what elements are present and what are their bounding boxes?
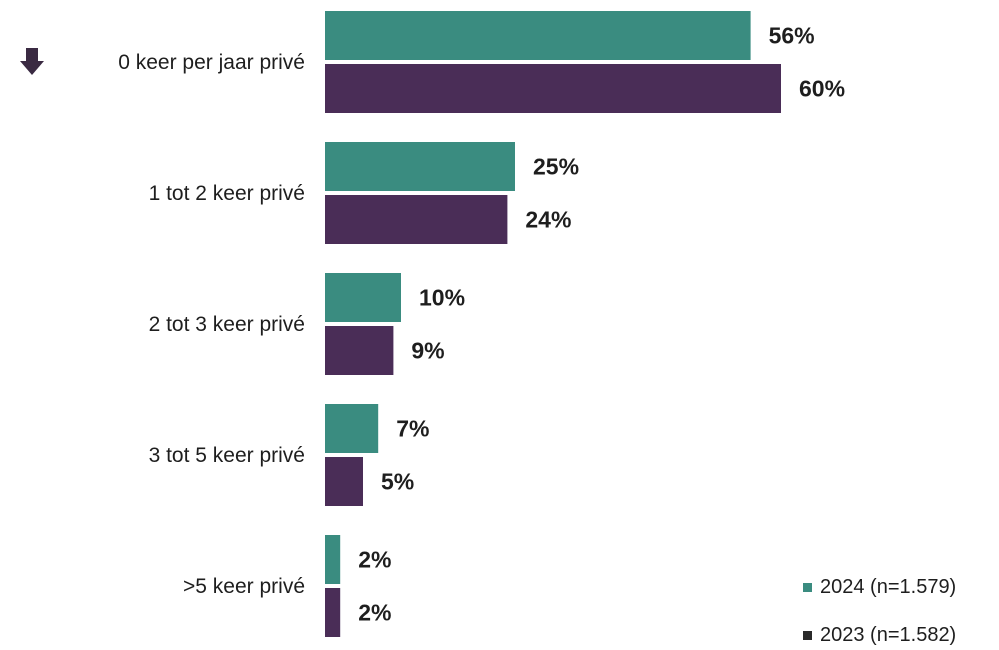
legend-label-2: 2023 (n=1.582) xyxy=(820,624,956,646)
value-label-2024-n-1-579-4: 7% xyxy=(396,416,429,442)
value-label-2023-n-1-582-4: 5% xyxy=(381,469,414,495)
legend-label-1: 2024 (n=1.579) xyxy=(820,576,956,598)
bars-layer xyxy=(325,11,781,637)
value-label-2023-n-1-582-5: 2% xyxy=(358,600,391,626)
category-label-4: 3 tot 5 keer privé xyxy=(149,444,305,467)
category-label-2: 1 tot 2 keer privé xyxy=(149,182,305,205)
bar-2023-n-1-582-1 xyxy=(325,64,781,113)
bar-2023-n-1-582-4 xyxy=(325,457,363,506)
down-arrow-icon xyxy=(20,48,44,75)
value-label-2023-n-1-582-3: 9% xyxy=(411,338,444,364)
bar-2023-n-1-582-2 xyxy=(325,195,508,244)
bar-2024-n-1-579-2 xyxy=(325,142,515,191)
value-label-2024-n-1-579-1: 56% xyxy=(769,23,815,49)
category-label-5: >5 keer privé xyxy=(183,575,305,598)
value-label-2024-n-1-579-5: 2% xyxy=(358,547,391,573)
labels-layer: 0 keer per jaar privé 56% 60% 1 tot 2 keer … xyxy=(20,23,845,626)
legend: 2024 (n=1.579) 2023 (n=1.582) xyxy=(803,576,956,646)
category-label-3: 2 tot 3 keer privé xyxy=(149,313,305,336)
legend-swatch-2 xyxy=(803,631,812,640)
bar-2024-n-1-579-4 xyxy=(325,404,379,453)
value-label-2023-n-1-582-1: 60% xyxy=(799,76,845,102)
value-label-2024-n-1-579-3: 10% xyxy=(419,285,465,311)
bar-2024-n-1-579-1 xyxy=(325,11,751,60)
bar-2024-n-1-579-3 xyxy=(325,273,401,322)
value-label-2023-n-1-582-2: 24% xyxy=(525,207,571,233)
bar-2023-n-1-582-5 xyxy=(325,588,341,637)
bar-2023-n-1-582-3 xyxy=(325,326,394,375)
legend-swatch-1 xyxy=(803,583,812,592)
value-label-2024-n-1-579-2: 25% xyxy=(533,154,579,180)
bar-2024-n-1-579-5 xyxy=(325,535,341,584)
category-label-1: 0 keer per jaar privé xyxy=(118,51,305,74)
